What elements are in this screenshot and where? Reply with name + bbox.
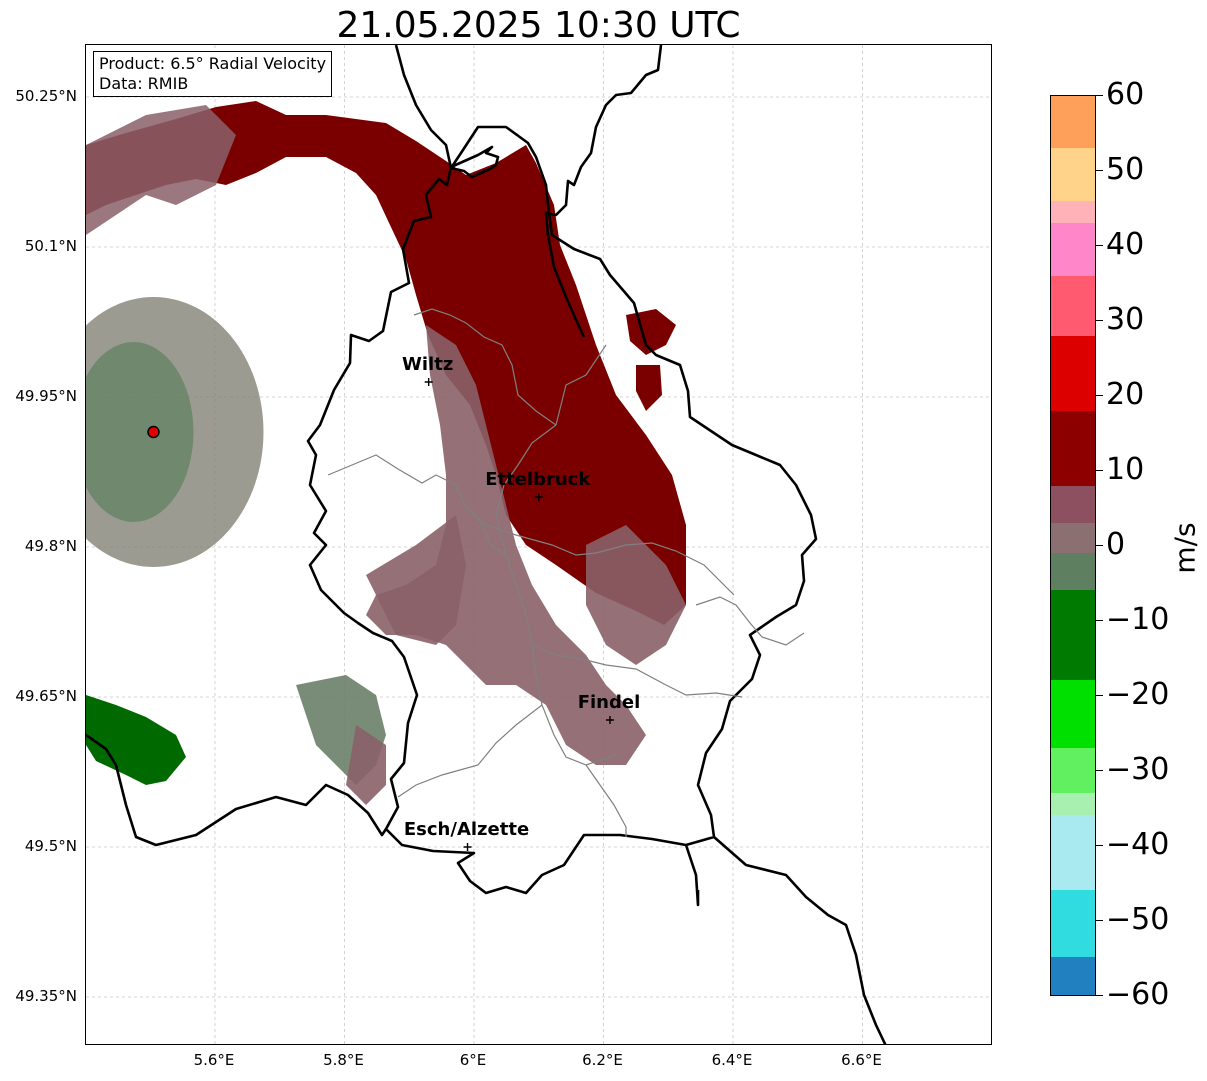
longitude-tick-label: 6.4°E (711, 1051, 753, 1069)
colorbar-segment (1051, 552, 1095, 591)
latitude-tick-label: 49.65°N (15, 687, 77, 705)
colorbar-segment (1051, 148, 1095, 201)
colorbar-tick-mark (1096, 620, 1103, 621)
colorbar-segment (1051, 485, 1095, 523)
city-markers (424, 378, 614, 851)
colorbar-tick-mark (1096, 170, 1103, 171)
german-border-south (713, 836, 887, 1044)
colorbar-tick-mark (1096, 695, 1103, 696)
colorbar-segment (1051, 680, 1095, 748)
colorbar-segment (1051, 957, 1095, 995)
colorbar-tick-mark (1096, 395, 1103, 396)
colorbar-tick-mark (1096, 770, 1103, 771)
near-zero-velocity-area (86, 105, 236, 235)
near-zero-patch-south (366, 515, 466, 645)
longitude-tick-label: 6.2°E (582, 1051, 623, 1069)
colorbar-segment (1051, 792, 1095, 816)
city-marker (463, 843, 472, 851)
near-zero-patch (586, 525, 686, 665)
colorbar-unit: m/s (1168, 522, 1202, 574)
luxembourg-border (306, 125, 818, 895)
colorbar-tick-mark (1096, 245, 1103, 246)
radar-map[interactable] (85, 44, 992, 1045)
colorbar-segment (1051, 890, 1095, 958)
product-label: Product: 6.5° Radial Velocity (99, 54, 327, 73)
colorbar-tick-mark (1096, 470, 1103, 471)
outbound-velocity-area (86, 695, 186, 785)
colorbar-tick-mark (1096, 920, 1103, 921)
colorbar-segment (1051, 200, 1095, 224)
city-label: Findel (577, 692, 641, 713)
latitude-tick-label: 49.95°N (15, 387, 77, 405)
isolated-cell-east-2 (636, 365, 662, 411)
radar-echoes (86, 101, 686, 805)
french-border (684, 844, 700, 907)
data-source-label: Data: RMIB (99, 74, 189, 93)
country-borders (86, 45, 887, 1044)
city-marker (424, 378, 433, 386)
map-title: 21.05.2025 10:30 UTC (336, 5, 741, 46)
city-label: Esch/Alzette (403, 819, 530, 840)
city-label: Ettelbruck (485, 469, 591, 490)
near-zero-velocity-band (366, 325, 646, 765)
colorbar-tick-label: 60 (1106, 77, 1145, 112)
colorbar-segment (1051, 410, 1095, 486)
near-zero-patch-west (346, 725, 386, 805)
radar-site-marker (147, 425, 160, 439)
colorbar-tick-label: −40 (1106, 827, 1170, 862)
longitude-tick-label: 5.6°E (193, 1051, 235, 1069)
colorbar-tick-label: 0 (1106, 527, 1126, 562)
colorbar-tick-label: −10 (1106, 602, 1170, 637)
canton-borders (327, 308, 805, 837)
inbound-velocity-band (86, 101, 686, 625)
latitude-tick-label: 50.1°N (24, 237, 77, 255)
map-canvas (86, 45, 991, 1044)
longitude-tick-label: 5.8°E (323, 1051, 364, 1069)
colorbar-segment (1051, 522, 1095, 553)
colorbar-tick-mark (1096, 995, 1103, 996)
isolated-cell-east (626, 309, 676, 355)
colorbar-segment (1051, 747, 1095, 793)
colorbar-segment (1051, 275, 1095, 336)
german-border-north (544, 45, 663, 338)
city-label: Wiltz (402, 354, 454, 375)
latitude-tick-label: 49.35°N (15, 987, 77, 1005)
colorbar-segment (1051, 223, 1095, 276)
belgian-border-west (86, 733, 388, 847)
latitude-tick-label: 49.8°N (24, 537, 77, 555)
colorbar-tick-label: 20 (1106, 377, 1145, 412)
colorbar-tick-label: 30 (1106, 302, 1145, 337)
colorbar-tick-label: −50 (1106, 902, 1170, 937)
colorbar-tick-label: 10 (1106, 452, 1145, 487)
colorbar-tick-label: −60 (1106, 977, 1170, 1012)
colorbar-segment (1051, 815, 1095, 890)
latitude-tick-label: 50.25°N (15, 87, 77, 105)
city-marker (534, 493, 543, 501)
latitude-tick-label: 49.5°N (24, 837, 77, 855)
longitude-tick-label: 6°E (459, 1051, 487, 1069)
longitude-tick-label: 6.6°E (841, 1051, 882, 1069)
colorbar (1050, 95, 1096, 996)
product-info-box: Product: 6.5° Radial Velocity Data: RMIB (93, 51, 333, 97)
colorbar-tick-mark (1096, 95, 1103, 96)
city-marker (605, 716, 614, 724)
radar-site-clutter-core (86, 342, 194, 522)
colorbar-segment (1051, 335, 1095, 411)
colorbar-segment (1051, 96, 1095, 149)
colorbar-tick-label: −20 (1106, 677, 1170, 712)
colorbar-segment (1051, 590, 1095, 681)
colorbar-tick-label: 40 (1106, 227, 1145, 262)
colorbar-tick-label: −30 (1106, 752, 1170, 787)
colorbar-tick-mark (1096, 845, 1103, 846)
colorbar-tick-mark (1096, 320, 1103, 321)
belgian-border-north (394, 45, 453, 169)
colorbar-tick-mark (1096, 545, 1103, 546)
colorbar-tick-label: 50 (1106, 152, 1145, 187)
